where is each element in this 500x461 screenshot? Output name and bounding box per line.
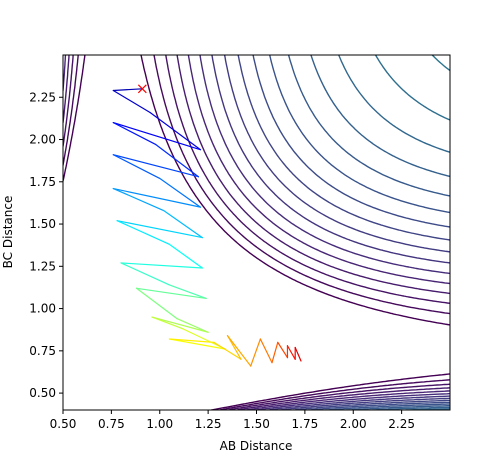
trajectory-segment bbox=[112, 154, 200, 178]
contour-level bbox=[338, 55, 450, 410]
x-tick-label: 2.00 bbox=[340, 417, 367, 431]
trajectory-segment bbox=[120, 262, 203, 269]
y-axis-ticks: 0.50 0.75 1.00 1.25 1.50 1.75 2.00 2.25 bbox=[29, 90, 63, 400]
trajectory-segment bbox=[259, 338, 273, 364]
trajectory-segment bbox=[151, 316, 209, 333]
x-tick-label: 1.00 bbox=[146, 417, 173, 431]
x-tick-label: 1.75 bbox=[292, 417, 319, 431]
trajectory-segment bbox=[112, 122, 201, 151]
contour-level bbox=[287, 55, 450, 410]
y-tick-label: 2.00 bbox=[29, 133, 56, 147]
trajectory-segment bbox=[112, 88, 143, 92]
x-axis-label: AB Distance bbox=[220, 439, 293, 453]
x-tick-label: 0.50 bbox=[50, 417, 77, 431]
trajectory-segment bbox=[271, 341, 279, 364]
trajectory-segment bbox=[112, 187, 201, 208]
trajectory-segment bbox=[286, 345, 296, 360]
trajectory-segment bbox=[213, 341, 242, 360]
x-axis-ticks: 0.50 0.75 1.00 1.25 1.50 1.75 2.00 2.25 bbox=[50, 410, 415, 431]
trajectory-segment bbox=[226, 335, 252, 367]
x-tick-label: 1.25 bbox=[195, 417, 222, 431]
x-tick-label: 0.75 bbox=[98, 417, 125, 431]
trajectory-segment bbox=[151, 316, 184, 330]
trajectory-segment bbox=[176, 318, 209, 333]
trajectory-segment bbox=[168, 284, 207, 300]
y-tick-label: 2.25 bbox=[29, 90, 56, 104]
trajectory-segment bbox=[149, 111, 201, 151]
trajectory-segment bbox=[155, 143, 200, 178]
trajectory-segment bbox=[277, 341, 289, 359]
trajectory-segment bbox=[159, 177, 201, 208]
contour-level bbox=[63, 55, 450, 410]
trajectory-segment bbox=[116, 220, 203, 239]
start-marker bbox=[137, 84, 147, 94]
trajectory-segment bbox=[112, 122, 157, 146]
y-tick-label: 1.75 bbox=[29, 175, 56, 189]
trajectory-segment bbox=[112, 154, 161, 180]
trajectory-segment bbox=[112, 89, 151, 114]
trajectory-segment bbox=[168, 243, 203, 269]
y-tick-label: 0.75 bbox=[29, 344, 56, 358]
y-tick-label: 0.50 bbox=[29, 386, 56, 400]
trajectory-segment bbox=[112, 187, 165, 212]
trajectory-segment bbox=[168, 338, 227, 350]
trajectory-segment bbox=[116, 220, 171, 245]
contour-level bbox=[374, 55, 450, 121]
contour-level bbox=[269, 55, 450, 410]
contour-lines bbox=[63, 55, 450, 410]
start-marker-stroke bbox=[137, 84, 147, 94]
trajectory-segment bbox=[250, 338, 261, 367]
x-tick-label: 1.50 bbox=[243, 417, 270, 431]
y-tick-label: 1.00 bbox=[29, 302, 56, 316]
contour-level bbox=[223, 55, 450, 410]
trajectory-segment bbox=[168, 338, 215, 343]
x-tick-label: 2.25 bbox=[388, 417, 415, 431]
y-axis-label: BC Distance bbox=[1, 196, 15, 269]
trajectory-segment bbox=[135, 287, 207, 300]
trajectory-path bbox=[112, 88, 302, 367]
trajectory-segment bbox=[135, 287, 178, 320]
contour-level bbox=[310, 55, 450, 410]
trajectory-segment bbox=[120, 262, 171, 286]
trajectory-segment bbox=[163, 209, 203, 239]
y-tick-label: 1.50 bbox=[29, 217, 56, 231]
y-tick-label: 1.25 bbox=[29, 259, 56, 273]
trajectory-segment bbox=[294, 346, 302, 362]
